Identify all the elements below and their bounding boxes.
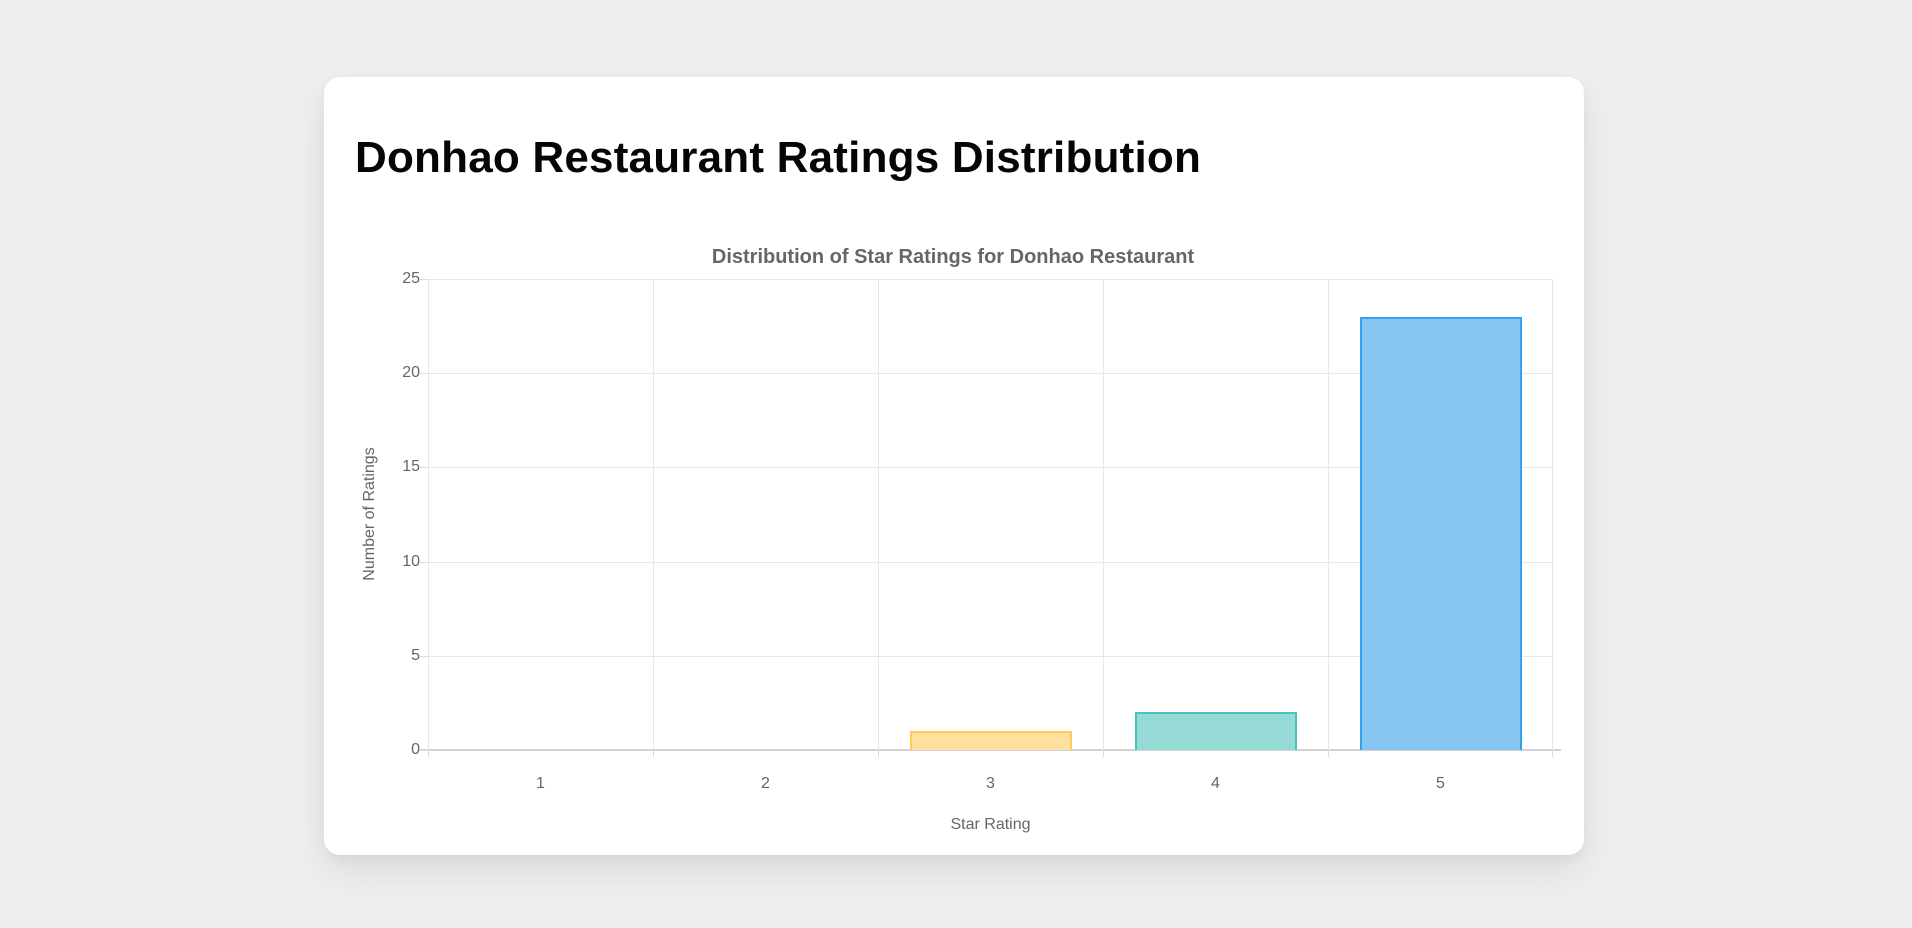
x-tick-mark bbox=[653, 750, 654, 757]
page-title: Donhao Restaurant Ratings Distribution bbox=[355, 133, 1202, 182]
x-tick-label: 1 bbox=[536, 775, 545, 792]
x-tick-label: 5 bbox=[1436, 775, 1445, 792]
bar-rating-5[interactable] bbox=[1359, 316, 1522, 750]
y-tick-label: 25 bbox=[402, 270, 420, 287]
x-tick-mark bbox=[1103, 750, 1104, 757]
x-tick-mark bbox=[1552, 750, 1553, 757]
x-tick-mark bbox=[1328, 750, 1329, 757]
y-tick-mark bbox=[420, 562, 428, 563]
bar-rating-4[interactable] bbox=[1134, 712, 1297, 750]
bar-rating-3[interactable] bbox=[909, 731, 1072, 750]
h-gridline bbox=[428, 656, 1553, 657]
x-axis-tick-labels: 1 2 3 4 5 bbox=[428, 750, 1553, 800]
h-gridline bbox=[428, 562, 1553, 563]
v-gridline bbox=[1103, 279, 1104, 750]
v-gridline bbox=[878, 279, 879, 750]
y-tick-label: 20 bbox=[402, 364, 420, 382]
chart-canvas[interactable]: Distribution of Star Ratings for Donhao … bbox=[353, 232, 1561, 847]
y-tick-label: 10 bbox=[402, 552, 420, 570]
y-tick-mark bbox=[420, 373, 428, 374]
h-gridline bbox=[428, 467, 1553, 468]
y-tick-mark bbox=[420, 467, 428, 468]
v-gridline bbox=[428, 279, 429, 750]
x-tick-mark bbox=[428, 750, 429, 757]
h-gridline bbox=[428, 373, 1553, 374]
v-gridline bbox=[1552, 279, 1553, 750]
content-card: Donhao Restaurant Ratings Distribution D… bbox=[324, 77, 1584, 855]
x-tick-label: 3 bbox=[986, 775, 995, 792]
x-tick-label: 2 bbox=[761, 775, 770, 792]
chart-title: Distribution of Star Ratings for Donhao … bbox=[711, 246, 1195, 268]
y-tick-label: 5 bbox=[411, 646, 420, 664]
v-gridline bbox=[653, 279, 654, 750]
y-tick-mark bbox=[420, 656, 428, 657]
y-tick-mark bbox=[420, 279, 428, 280]
x-tick-mark bbox=[878, 750, 879, 757]
y-tick-label: 0 bbox=[411, 741, 420, 758]
y-tick-mark bbox=[420, 750, 428, 751]
v-gridline bbox=[1328, 279, 1329, 750]
x-tick-label: 4 bbox=[1211, 775, 1220, 792]
y-axis-tick-labels: 0 5 10 15 20 25 bbox=[353, 270, 428, 758]
x-axis-line bbox=[420, 749, 1561, 751]
y-tick-label: 15 bbox=[402, 458, 420, 476]
h-gridline bbox=[428, 279, 1553, 280]
x-axis-title: Star Rating bbox=[950, 816, 1031, 833]
plot-area bbox=[420, 279, 1561, 757]
